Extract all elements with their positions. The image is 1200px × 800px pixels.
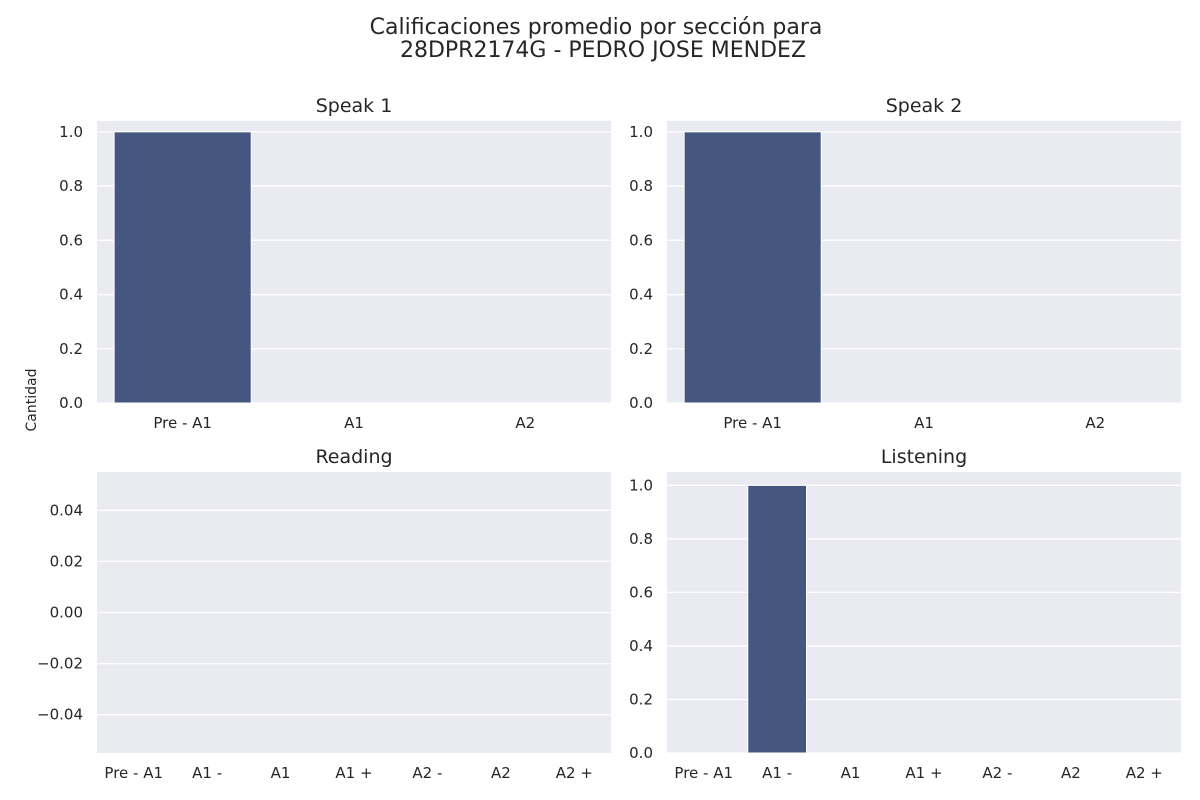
- y-tick-label-listening-4: 0.8: [629, 530, 653, 548]
- x-tick-label-reading-a2: A2 +: [556, 764, 593, 782]
- x-tick-label-speak-1-a2: A2: [515, 414, 535, 432]
- x-tick-label-reading-a1: A1 -: [192, 764, 222, 782]
- x-tick-label-listening-pre-a1: Pre - A1: [674, 764, 733, 782]
- bar-speak-2-pre-a1: [683, 131, 822, 404]
- y-tick-label-listening-3: 0.6: [629, 583, 653, 601]
- subplot-listening: 0.0 0.2 0.4 0.6 0.8 1.0 Pre - A1 A1 - A1 A1 + A2 -…: [629, 446, 1181, 782]
- y-tick-label-speak-1-2: 0.4: [59, 286, 83, 304]
- y-tick-label-reading-2: 0.00: [50, 604, 83, 622]
- y-tick-label-speak-2-4: 0.8: [629, 177, 653, 195]
- x-tick-label-listening-a2: A2 -: [982, 764, 1012, 782]
- x-tick-label-listening-a1: A1: [841, 764, 861, 782]
- panel-title-reading: Reading: [315, 446, 392, 468]
- panel-title-listening: Listening: [881, 446, 967, 468]
- y-tick-label-listening-0: 0.0: [629, 744, 653, 762]
- x-tick-label-listening-a1: A1 -: [762, 764, 792, 782]
- subplot-speak-2: 0.0 0.2 0.4 0.6 0.8 1.0 Pre - A1 A1 A2 Speak 2: [629, 95, 1181, 432]
- y-axis-label: Cantidad: [24, 369, 40, 432]
- y-tick-label-speak-2-1: 0.2: [629, 340, 653, 358]
- y-tick-label-listening-1: 0.2: [629, 690, 653, 708]
- x-tick-label-reading-a2: A2 -: [412, 764, 442, 782]
- y-tick-label-speak-2-5: 1.0: [629, 123, 653, 141]
- panel-title-speak-2: Speak 2: [886, 95, 963, 117]
- x-tick-label-speak-1-a1: A1: [344, 414, 364, 432]
- x-tick-label-reading-pre-a1: Pre - A1: [104, 764, 163, 782]
- subplot-speak-1: 0.0 0.2 0.4 0.6 0.8 1.0 Pre - A1 A1 A2 Speak 1: [59, 95, 611, 432]
- y-tick-label-reading-3: 0.02: [50, 552, 83, 570]
- y-tick-label-listening-2: 0.4: [629, 637, 653, 655]
- y-tick-label-speak-1-1: 0.2: [59, 340, 83, 358]
- y-tick-label-speak-2-3: 0.6: [629, 231, 653, 249]
- y-tick-label-speak-2-2: 0.4: [629, 286, 653, 304]
- x-tick-label-speak-2-a1: A1: [914, 414, 934, 432]
- y-tick-label-reading-4: 0.04: [50, 501, 83, 519]
- bar-speak-1-pre-a1: [113, 131, 252, 404]
- x-tick-label-reading-a2: A2: [491, 764, 511, 782]
- y-tick-label-speak-1-0: 0.0: [59, 394, 83, 412]
- x-tick-label-listening-a2: A2: [1061, 764, 1081, 782]
- y-tick-label-listening-5: 1.0: [629, 476, 653, 494]
- figure-title-line-1: Calificaciones promedio por sección para: [370, 15, 823, 40]
- x-tick-label-listening-a1: A1 +: [905, 764, 942, 782]
- y-tick-label-reading-1: −0.02: [37, 655, 83, 673]
- x-tick-label-speak-2-a2: A2: [1085, 414, 1105, 432]
- y-tick-label-speak-1-4: 0.8: [59, 177, 83, 195]
- x-tick-label-reading-a1: A1: [271, 764, 291, 782]
- x-tick-label-speak-1-pre-a1: Pre - A1: [153, 414, 212, 432]
- y-tick-label-speak-2-0: 0.0: [629, 394, 653, 412]
- y-tick-label-speak-1-3: 0.6: [59, 231, 83, 249]
- figure-title-line-2: 28DPR2174G - PEDRO JOSE MENDEZ: [400, 38, 806, 63]
- y-tick-label-speak-1-5: 1.0: [59, 123, 83, 141]
- subplot-reading: −0.04 −0.02 0.00 0.02 0.04 Pre - A1 A1 - A1 A1 +…: [37, 446, 611, 782]
- y-tick-label-reading-0: −0.04: [37, 706, 83, 724]
- panel-title-speak-1: Speak 1: [316, 95, 393, 117]
- plot-area-listening: [667, 472, 1181, 753]
- x-tick-label-listening-a2: A2 +: [1126, 764, 1163, 782]
- x-tick-label-reading-a1: A1 +: [335, 764, 372, 782]
- bar-listening-a1: [747, 484, 808, 754]
- x-tick-label-speak-2-pre-a1: Pre - A1: [723, 414, 782, 432]
